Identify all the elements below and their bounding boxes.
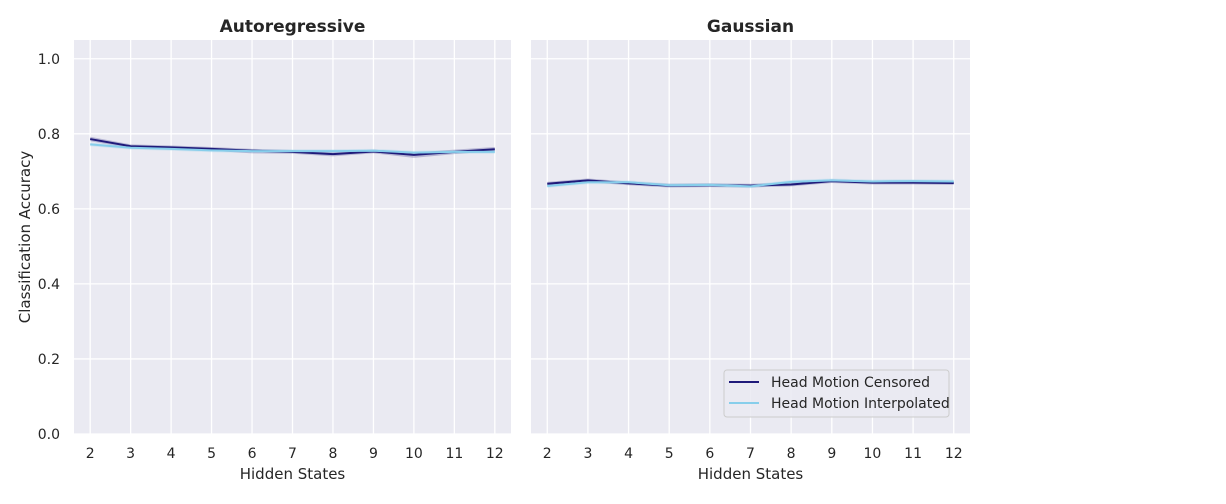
x-tick-label: 8 (787, 446, 796, 462)
panel-title: Autoregressive (220, 17, 366, 37)
x-tick-label: 9 (369, 446, 378, 462)
x-tick-label: 9 (827, 446, 836, 462)
legend-label: Head Motion Censored (771, 375, 930, 391)
x-tick-label: 7 (746, 446, 755, 462)
x-tick-label: 10 (864, 446, 882, 462)
x-tick-label: 5 (207, 446, 216, 462)
y-axis-label: Classification Accuracy (16, 151, 34, 324)
x-tick-label: 6 (248, 446, 257, 462)
x-tick-label: 2 (86, 446, 95, 462)
x-axis-label: Hidden States (240, 465, 346, 483)
y-tick-label: 0.4 (38, 277, 60, 293)
x-tick-label: 10 (405, 446, 423, 462)
chart-panel-2: 2 3 4 5 6 7 8 9 10 11 12 Gaussian Hidden States (531, 17, 970, 483)
y-tick-label: 0.0 (38, 427, 60, 443)
x-tick-label: 5 (665, 446, 674, 462)
panel-title: Gaussian (707, 17, 794, 37)
x-tick-label: 3 (126, 446, 135, 462)
x-tick-label: 2 (543, 446, 552, 462)
chart-panel-1: 2 3 4 5 6 7 8 9 10 11 12 0.0 0.2 0.4 0.6 0.8 1.0 Autoregr… (16, 17, 511, 483)
x-tick-label: 3 (583, 446, 592, 462)
x-tick-label: 6 (705, 446, 714, 462)
series-line-2 (547, 179, 954, 188)
x-tick-label: 12 (486, 446, 504, 462)
x-tick-label: 8 (329, 446, 338, 462)
legend-box (723, 369, 950, 418)
y-tick-label: 0.8 (38, 127, 60, 143)
legend-label: Head Motion Interpolated (771, 396, 950, 412)
x-tick-label: 11 (904, 446, 922, 462)
y-tick-label: 0.2 (38, 352, 60, 368)
x-tick-label: 4 (624, 446, 633, 462)
x-tick-label: 11 (445, 446, 463, 462)
y-tick-label: 1.0 (38, 52, 60, 68)
y-tick-label: 0.6 (38, 202, 60, 218)
series-line-2 (90, 143, 495, 154)
x-tick-label: 7 (288, 446, 297, 462)
chart-legend: Head Motion Censored Head Motion Interpol… (723, 369, 950, 418)
x-axis-label: Hidden States (698, 465, 804, 483)
x-tick-label: 4 (167, 446, 176, 462)
x-tick-label: 12 (945, 446, 963, 462)
